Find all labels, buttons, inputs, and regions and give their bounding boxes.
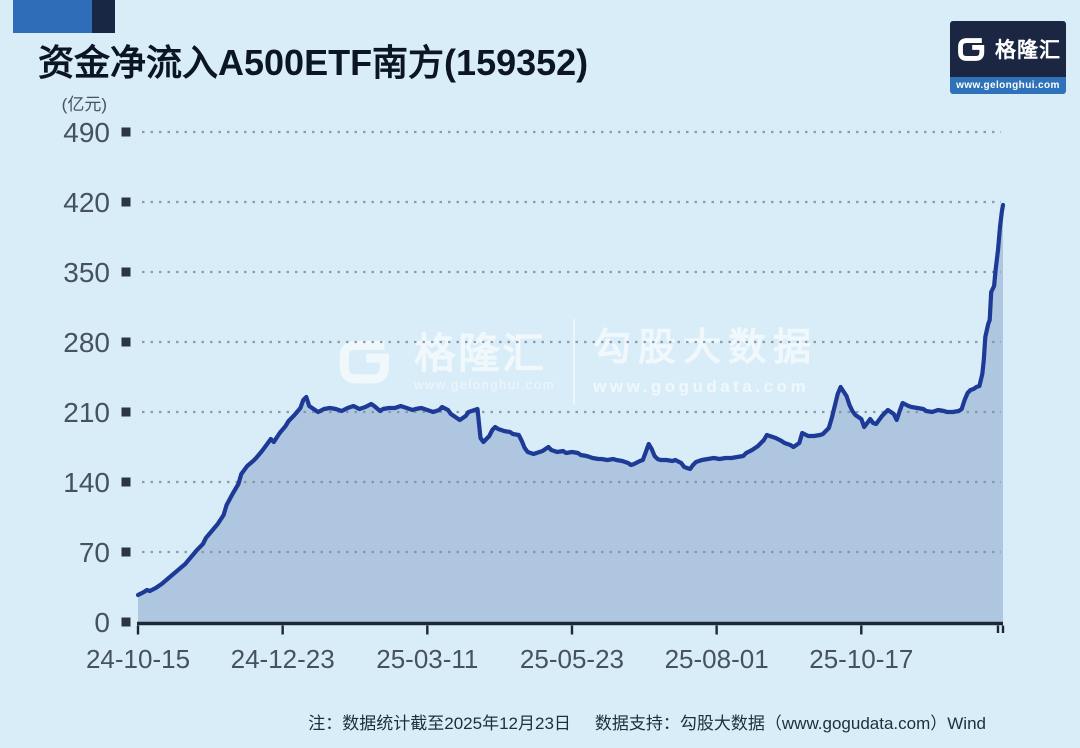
gelonghui-logo-text: 格隆汇 [995, 39, 1061, 62]
x-tick-label-25-08-01: 25-08-01 [665, 644, 769, 674]
y-tick-square-70 [121, 547, 131, 557]
y-tick-label-70: 70 [79, 537, 110, 568]
header-accent-blue [13, 0, 92, 33]
y-axis-unit-label: (亿元) [62, 95, 107, 114]
x-tick-label-24-10-15: 24-10-15 [86, 644, 190, 674]
x-tick-label-24-12-23: 24-12-23 [231, 644, 335, 674]
y-tick-label-350: 350 [63, 257, 110, 288]
area-fill [138, 205, 1003, 622]
gelonghui-logo-icon [958, 37, 985, 61]
footnote-support: 数据支持：勾股大数据（www.gogudata.com）Wind [594, 714, 986, 733]
y-tick-square-280 [121, 337, 131, 347]
trend-line [135, 202, 1006, 598]
y-tick-label-0: 0 [94, 607, 110, 638]
page-title: 资金净流入A500ETF南方(159352) [38, 42, 589, 83]
x-tick-label-25-03-11: 25-03-11 [376, 644, 478, 674]
y-tick-label-140: 140 [63, 467, 110, 498]
footnote-note: 注：数据统计截至2025年12月23日 [308, 714, 571, 733]
y-tick-label-210: 210 [63, 397, 110, 428]
gelonghui-badge: 格隆汇 www.gelonghui.com [950, 21, 1066, 94]
x-tick-label-25-10-17: 25-10-17 [809, 644, 913, 674]
footnote: 注：数据统计截至2025年12月23日 数据支持：勾股大数据（www.gogud… [308, 709, 986, 734]
y-tick-square-140 [121, 477, 131, 487]
y-tick-square-490 [121, 127, 131, 137]
y-tick-square-420 [121, 197, 131, 207]
header-accent-navy [92, 0, 115, 33]
gelonghui-website: www.gelonghui.com [950, 77, 1066, 94]
y-tick-label-280: 280 [63, 327, 110, 358]
net-inflow-area-chart: 0 70 140 210 280 350 420 490 (亿元) 24-10-15 24-12-2… [62, 95, 1006, 674]
y-tick-square-210 [121, 407, 131, 417]
y-tick-square-0 [121, 617, 131, 627]
y-tick-label-490: 490 [63, 117, 110, 148]
y-tick-label-420: 420 [63, 187, 110, 218]
x-tick-label-25-05-23: 25-05-23 [520, 644, 624, 674]
gelonghui-logo-box: 格隆汇 [950, 21, 1066, 77]
y-tick-square-350 [121, 267, 131, 277]
